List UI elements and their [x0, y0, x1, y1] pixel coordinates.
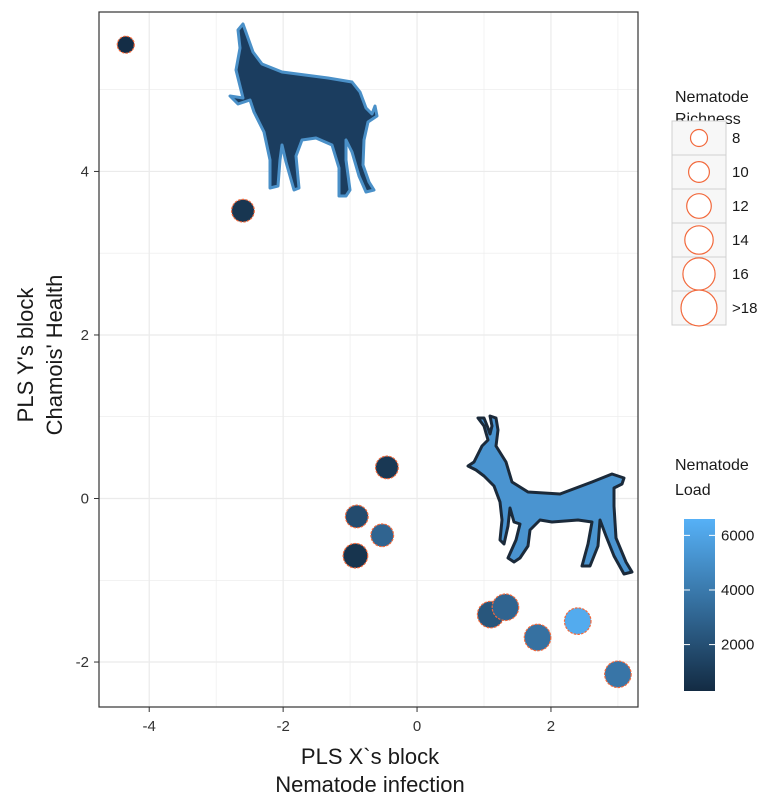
load-legend-label: 2000 [721, 637, 754, 654]
y-tick-label: -2 [76, 654, 89, 671]
scatter-point [563, 607, 592, 635]
scatter-point [231, 198, 255, 223]
scatter-point [374, 455, 399, 480]
panel-border [98, 11, 639, 708]
load-colorbar [684, 519, 715, 691]
y-axis-title-line-2: Chamois' Health [42, 275, 67, 436]
load-legend-label: 6000 [721, 527, 754, 544]
x-tick-label: -2 [276, 718, 289, 735]
richness-legend-label: 8 [732, 130, 740, 147]
richness-legend-symbol [682, 257, 716, 291]
y-axis-title-line-1: PLS Y's block [13, 287, 38, 423]
x-axis-title-line-2: Nematode infection [275, 772, 465, 797]
richness-legend-symbol [687, 161, 710, 184]
y-axis: -2 0 2 4 [76, 163, 99, 671]
x-tick-label: 2 [547, 718, 555, 735]
scatter-point [116, 35, 135, 54]
load-legend-title-line-2: Load [675, 482, 711, 499]
y-tick-label: 0 [81, 491, 89, 508]
plot-panel [99, 12, 638, 707]
x-axis-title-line-1: PLS X`s block [301, 744, 440, 769]
x-tick-label: 0 [413, 718, 421, 735]
x-tick-label: -4 [143, 718, 156, 735]
richness-legend-label: 10 [732, 164, 749, 181]
load-legend: Nematode Load 2000 4000 6000 [675, 457, 754, 691]
richness-legend-label: 14 [732, 232, 749, 249]
chamois-silhouette-light [466, 414, 634, 576]
richness-legend-label: 12 [732, 198, 749, 215]
x-axis: -4 -2 0 2 [143, 707, 555, 735]
richness-legend-symbol [680, 289, 718, 327]
scatter-point [344, 504, 369, 529]
load-legend-label: 4000 [721, 582, 754, 599]
richness-legend-title-line-1: Nematode [675, 89, 749, 106]
scatter-point [491, 593, 520, 622]
richness-legend-label: 16 [732, 266, 749, 283]
scatter-point [370, 523, 395, 548]
richness-legend-symbol [686, 193, 712, 219]
scatter-point [342, 542, 369, 569]
richness-legend-symbol [684, 225, 714, 255]
richness-legend-symbol [689, 128, 709, 148]
y-tick-label: 2 [81, 327, 89, 344]
richness-legend-label: >18 [732, 300, 757, 317]
chamois-silhouette-dark [228, 22, 379, 198]
load-legend-title-line-1: Nematode [675, 457, 749, 474]
y-tick-label: 4 [81, 163, 89, 180]
scatter-points [116, 35, 632, 689]
scatter-point [523, 623, 552, 652]
scatter-point [604, 660, 632, 689]
